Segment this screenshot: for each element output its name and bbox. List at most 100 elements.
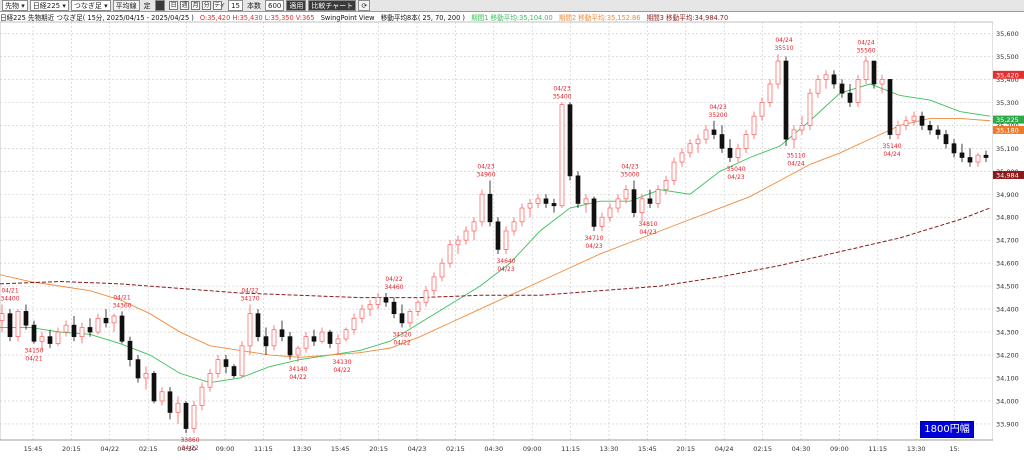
compare-chart-button[interactable]: 比較チャート (308, 0, 357, 11)
swing-label-line1: 04/24 (857, 39, 874, 46)
swing-label-line1: 04/23 (477, 163, 494, 170)
y-tick-label: 35,300 (996, 99, 1019, 107)
candle-body (919, 115, 925, 126)
candle-body (743, 134, 749, 149)
chart-title: 日経225 先物期近 つなぎ足( 15分, 2025/04/15 - 2025/… (0, 14, 194, 22)
swing-label-line2: 34360 (112, 302, 131, 309)
candle-body (87, 327, 93, 333)
price-axis-bg (993, 12, 1024, 440)
candle-body (767, 83, 773, 103)
index-select-label: 日経225 (32, 1, 61, 10)
apply-button[interactable]: 適用 (286, 0, 307, 11)
index-select[interactable]: 日経225 ▾ (29, 0, 69, 11)
candle-body (183, 402, 189, 429)
candle-body (959, 152, 965, 158)
candle-body (279, 329, 285, 337)
chevron-down-icon: ▾ (19, 1, 25, 10)
candle-body (583, 198, 589, 204)
market-select[interactable]: 先物 ▾ (2, 0, 28, 11)
candle-body (71, 324, 77, 337)
candle-body (31, 324, 37, 342)
swing-label-line2: 04/22 (393, 339, 410, 346)
ma-line-期間3 (0, 207, 991, 299)
candle-body (591, 198, 597, 227)
scale-toggle[interactable] (154, 0, 166, 11)
x-tick-label: 20:15 (369, 445, 388, 453)
y-tick-label: 35,500 (996, 53, 1019, 61)
period-week-button[interactable]: 週 (180, 1, 190, 10)
candle-body (711, 129, 717, 135)
candle-body (839, 83, 845, 94)
count-label: 本数 (247, 1, 261, 10)
swing-label-line2: 04/23 (497, 266, 514, 273)
y-tick-label: 35,400 (996, 76, 1019, 84)
swing-label-line1: 34320 (392, 331, 411, 338)
refresh-button[interactable]: ⟳ (358, 0, 371, 11)
x-tick-label: 02:15 (139, 445, 158, 453)
candle-body (311, 336, 317, 342)
ohlc-readout: O:35,420 H:35,430 L:35,350 V:365 (199, 14, 315, 22)
period-day-button[interactable]: 日 (169, 1, 179, 10)
candle-body (575, 175, 581, 204)
candle-body (687, 143, 693, 154)
x-tick-label: 11:15 (254, 445, 273, 453)
swing-label-line2: 04/23 (727, 174, 744, 181)
x-tick-label: 15: (949, 445, 959, 453)
swing-label-line2: 04/22 (181, 445, 198, 452)
period-buttons: 日 週 月 分 ティ (167, 1, 226, 10)
candle-body (391, 301, 397, 315)
candle-body (735, 147, 741, 158)
candle-body (607, 207, 613, 218)
candle-body (887, 79, 893, 135)
chart-type-label: つなぎ足 (73, 1, 102, 10)
count-input[interactable]: 600 (265, 0, 285, 11)
swing-point-annotations: 04/21344003415004/2104/21343603386004/22… (0, 37, 901, 452)
swing-label-line2: 04/22 (289, 374, 306, 381)
candle-body (119, 315, 125, 342)
indicator-name: SwingPoint View (320, 14, 375, 22)
candle-body (751, 115, 757, 135)
ma-long-readout: 期間3 移動平均:34,984.70 (646, 14, 729, 22)
period-month-button[interactable]: 月 (191, 1, 201, 10)
candle-body (199, 386, 205, 406)
y-tick-label: 34,800 (996, 214, 1019, 222)
candle-body (567, 104, 573, 177)
trend-button[interactable]: 平均線 (112, 0, 140, 11)
price-tag-label: 35,180 (996, 126, 1019, 134)
ma-mid-readout: 期間2 移動平均:35,152.86 (558, 14, 641, 22)
candle-body (759, 102, 765, 117)
candle-body (943, 134, 949, 145)
ma-line-期間1 (0, 83, 991, 384)
candle-body (335, 338, 341, 344)
price-tag (993, 170, 1024, 179)
swing-label-line1: 33860 (180, 437, 199, 444)
candle-body (263, 336, 269, 347)
swing-label-line1: 35140 (882, 143, 901, 150)
period-tick-button[interactable]: ティ (213, 1, 226, 10)
swing-label-line1: 34150 (24, 348, 43, 355)
swing-label-line2: 35560 (856, 47, 875, 54)
candle-body (23, 311, 29, 326)
candle-body (103, 317, 109, 324)
candle-body (727, 147, 733, 158)
candle-body (151, 373, 157, 402)
swing-label-line2: 04/24 (787, 160, 804, 167)
period-minute-button[interactable]: 分 (202, 1, 212, 10)
x-tick-label: 04:30 (484, 445, 503, 453)
x-tick-label: 15:45 (638, 445, 657, 453)
candle-body (703, 129, 709, 140)
range-badge: 1800円幅 (920, 421, 974, 438)
minute-input[interactable]: 15 (228, 0, 243, 11)
candle-body (983, 154, 989, 158)
chevron-down-icon: ▾ (101, 1, 108, 10)
candle-body (223, 359, 229, 367)
x-tick-label: 02:15 (446, 445, 465, 453)
chart-type-select[interactable]: つなぎ足 ▾ (70, 0, 111, 11)
candle-body (655, 189, 661, 204)
candle-body (871, 60, 877, 85)
ma-line-期間2 (0, 118, 991, 358)
y-tick-label: 34,900 (996, 191, 1019, 199)
price-tag-label: 34,984 (996, 171, 1019, 179)
price-tag-label: 35,420 (996, 71, 1019, 79)
